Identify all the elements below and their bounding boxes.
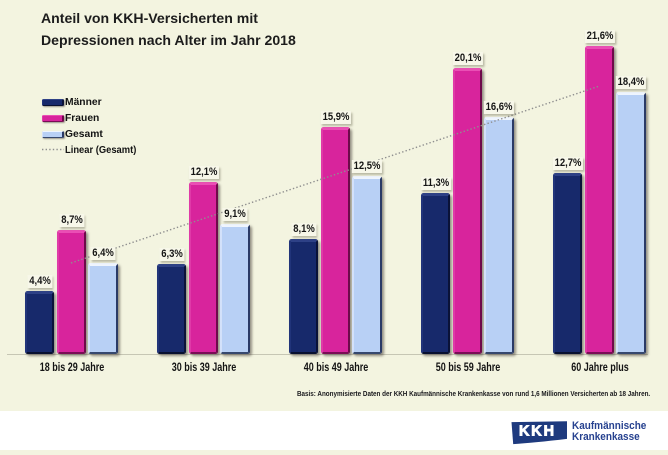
svg-text:KKH: KKH (519, 423, 556, 439)
